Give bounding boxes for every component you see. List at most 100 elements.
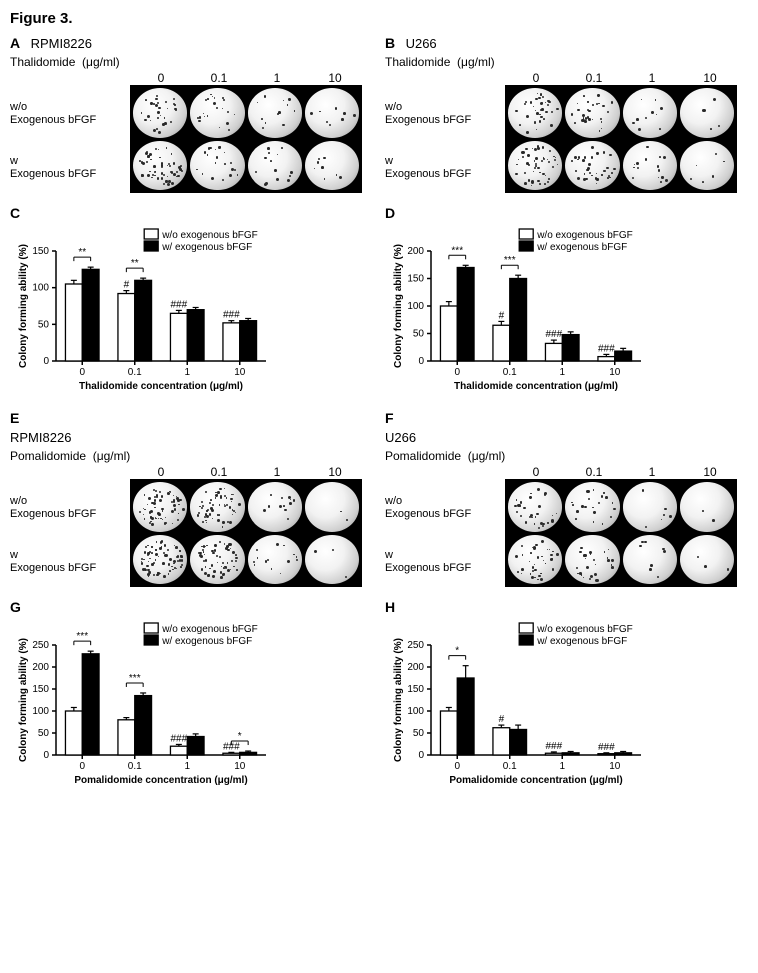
- svg-text:50: 50: [413, 329, 425, 340]
- row-labels-E: w/oExogenous bFGF wExogenous bFGF: [10, 479, 130, 587]
- cell-line-E: RPMI8226: [10, 430, 71, 445]
- panel-A: A RPMI8226 Thalidomide (μg/ml) 00.1110 w…: [10, 35, 373, 193]
- well: [133, 535, 187, 585]
- svg-text:100: 100: [407, 706, 424, 717]
- conc-label: 0.1: [190, 465, 248, 479]
- panel-letter-E: E: [10, 410, 19, 426]
- svg-text:###: ###: [171, 733, 188, 744]
- svg-text:***: ***: [129, 673, 141, 684]
- svg-text:Colony forming ability (%): Colony forming ability (%): [18, 638, 29, 762]
- svg-text:0: 0: [43, 356, 49, 367]
- panel-letter-D: D: [385, 205, 395, 221]
- well: [623, 141, 677, 191]
- svg-text:Thalidomide concentration (μg/: Thalidomide concentration (μg/ml): [454, 381, 618, 392]
- wells-A: [130, 85, 362, 193]
- panel-letter-H: H: [385, 599, 395, 615]
- panel-letter-C: C: [10, 205, 20, 221]
- svg-text:###: ###: [171, 299, 188, 310]
- svg-text:1: 1: [184, 367, 190, 378]
- svg-text:150: 150: [32, 246, 49, 257]
- svg-text:10: 10: [609, 761, 621, 772]
- panel-letter-F: F: [385, 410, 394, 426]
- drug-unit-B: (μg/ml): [457, 55, 495, 69]
- panel-E: E RPMI8226 Pomalidomide (μg/ml) 00.1110 …: [10, 410, 373, 587]
- svg-text:**: **: [131, 258, 139, 269]
- svg-text:Colony forming ability (%): Colony forming ability (%): [18, 244, 29, 368]
- svg-text:#: #: [124, 280, 130, 291]
- conc-label: 0.1: [565, 465, 623, 479]
- svg-text:***: ***: [451, 245, 463, 256]
- svg-text:200: 200: [407, 246, 424, 257]
- well: [133, 88, 187, 138]
- svg-text:*: *: [455, 646, 459, 657]
- row-label-w: wExogenous bFGF: [385, 151, 505, 180]
- well: [680, 482, 734, 532]
- conc-label: 0: [132, 465, 190, 479]
- drug-unit-E: (μg/ml): [93, 449, 131, 463]
- conc-label: 1: [248, 71, 306, 85]
- conc-label: 0: [507, 71, 565, 85]
- well: [133, 141, 187, 191]
- well: [190, 535, 244, 585]
- svg-text:50: 50: [38, 319, 50, 330]
- conc-label: 10: [681, 71, 739, 85]
- wells-E: [130, 479, 362, 587]
- svg-text:100: 100: [407, 301, 424, 312]
- svg-text:0.1: 0.1: [503, 367, 517, 378]
- svg-text:###: ###: [598, 742, 615, 753]
- well: [680, 535, 734, 585]
- panel-letter-B: B: [385, 35, 395, 51]
- well: [248, 535, 302, 585]
- panel-B: B U266 Thalidomide (μg/ml) 00.1110 w/oEx…: [385, 35, 748, 193]
- svg-text:150: 150: [407, 684, 424, 695]
- svg-text:*: *: [238, 731, 242, 742]
- svg-text:0: 0: [454, 367, 460, 378]
- bar-chart-svg: 050100150200***0#***0.1###1###10Thalidom…: [385, 223, 681, 399]
- svg-text:w/ exogenous bFGF: w/ exogenous bFGF: [536, 242, 627, 253]
- well: [565, 141, 619, 191]
- well: [248, 482, 302, 532]
- svg-text:0.1: 0.1: [128, 761, 142, 772]
- svg-text:0.1: 0.1: [128, 367, 142, 378]
- conc-label: 1: [248, 465, 306, 479]
- cell-line-A: RPMI8226: [31, 36, 92, 51]
- conc-label: 10: [306, 71, 364, 85]
- svg-text:w/o exogenous bFGF: w/o exogenous bFGF: [161, 230, 258, 241]
- row-labels-A: w/oExogenous bFGF wExogenous bFGF: [10, 85, 130, 193]
- conc-header-F: 00.1110: [507, 465, 748, 479]
- row-labels-F: w/oExogenous bFGF wExogenous bFGF: [385, 479, 505, 587]
- chart-G: 050100150200250***0***0.1###1###*10Pomal…: [10, 617, 373, 792]
- well: [190, 141, 244, 191]
- drug-unit-F: (μg/ml): [468, 449, 506, 463]
- svg-text:Pomalidomide concentration (μg: Pomalidomide concentration (μg/ml): [74, 775, 247, 786]
- row-label-w: wExogenous bFGF: [385, 545, 505, 574]
- drug-unit-A: (μg/ml): [82, 55, 120, 69]
- conc-header-B: 00.1110: [507, 71, 748, 85]
- well: [248, 141, 302, 191]
- svg-text:10: 10: [234, 367, 246, 378]
- conc-label: 0.1: [190, 71, 248, 85]
- well: [565, 88, 619, 138]
- svg-text:50: 50: [38, 728, 50, 739]
- svg-text:0.1: 0.1: [503, 761, 517, 772]
- panel-D: D 050100150200***0#***0.1###1###10Thalid…: [385, 205, 748, 398]
- well: [565, 482, 619, 532]
- svg-text:w/ exogenous bFGF: w/ exogenous bFGF: [536, 636, 627, 647]
- svg-text:250: 250: [407, 640, 424, 651]
- svg-text:w/ exogenous bFGF: w/ exogenous bFGF: [161, 242, 252, 253]
- chart-D: 050100150200***0#***0.1###1###10Thalidom…: [385, 223, 748, 398]
- svg-text:10: 10: [234, 761, 246, 772]
- panel-letter-A: A: [10, 35, 20, 51]
- chart-H: 050100150200250*0#0.1###1###10Pomalidomi…: [385, 617, 748, 792]
- svg-text:###: ###: [546, 741, 563, 752]
- cell-line-B: U266: [406, 36, 437, 51]
- well: [508, 141, 562, 191]
- row-label-wo: w/oExogenous bFGF: [10, 97, 130, 126]
- bar-chart-svg: 050100150200250***0***0.1###1###*10Pomal…: [10, 617, 306, 793]
- svg-text:1: 1: [184, 761, 190, 772]
- svg-text:***: ***: [504, 255, 516, 266]
- conc-label: 0.1: [565, 71, 623, 85]
- drug-name-B: Thalidomide: [385, 55, 450, 69]
- conc-label: 10: [306, 465, 364, 479]
- well: [508, 482, 562, 532]
